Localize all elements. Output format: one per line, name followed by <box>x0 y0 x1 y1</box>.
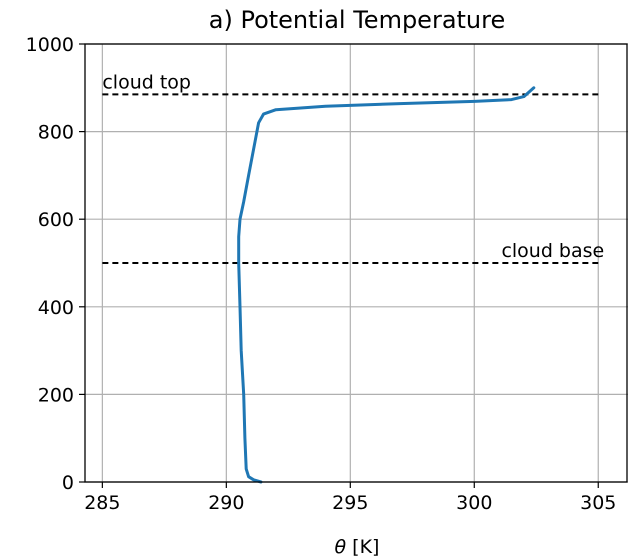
x-tick-label: 305 <box>580 492 616 514</box>
y-tick-label: 600 <box>38 209 74 231</box>
x-tick-label: 285 <box>84 492 120 514</box>
y-tick-label: 0 <box>62 472 74 494</box>
y-tick-label: 800 <box>38 122 74 144</box>
axis-ticks: 285 290 295 300 305 0 200 400 600 800 1000 <box>26 34 617 514</box>
x-axis-label: θ [K] <box>335 536 380 558</box>
x-tick-label: 290 <box>208 492 244 514</box>
annotations: cloud top cloud base <box>102 71 604 262</box>
x-axis-symbol: θ <box>335 536 347 558</box>
y-tick-label: 200 <box>38 384 74 406</box>
y-tick-label: 400 <box>38 297 74 319</box>
x-tick-label: 300 <box>456 492 492 514</box>
x-axis-unit: [K] <box>346 536 379 558</box>
y-tick-label: 1000 <box>26 34 74 56</box>
reference-line-label: cloud top <box>102 71 191 93</box>
reference-lines <box>102 93 599 264</box>
reference-line-label: cloud base <box>501 240 604 262</box>
plot-frame <box>84 43 628 483</box>
series-line <box>237 86 536 484</box>
chart-title: a) Potential Temperature <box>209 6 506 34</box>
x-tick-label: 295 <box>332 492 368 514</box>
series-layer <box>237 86 536 484</box>
